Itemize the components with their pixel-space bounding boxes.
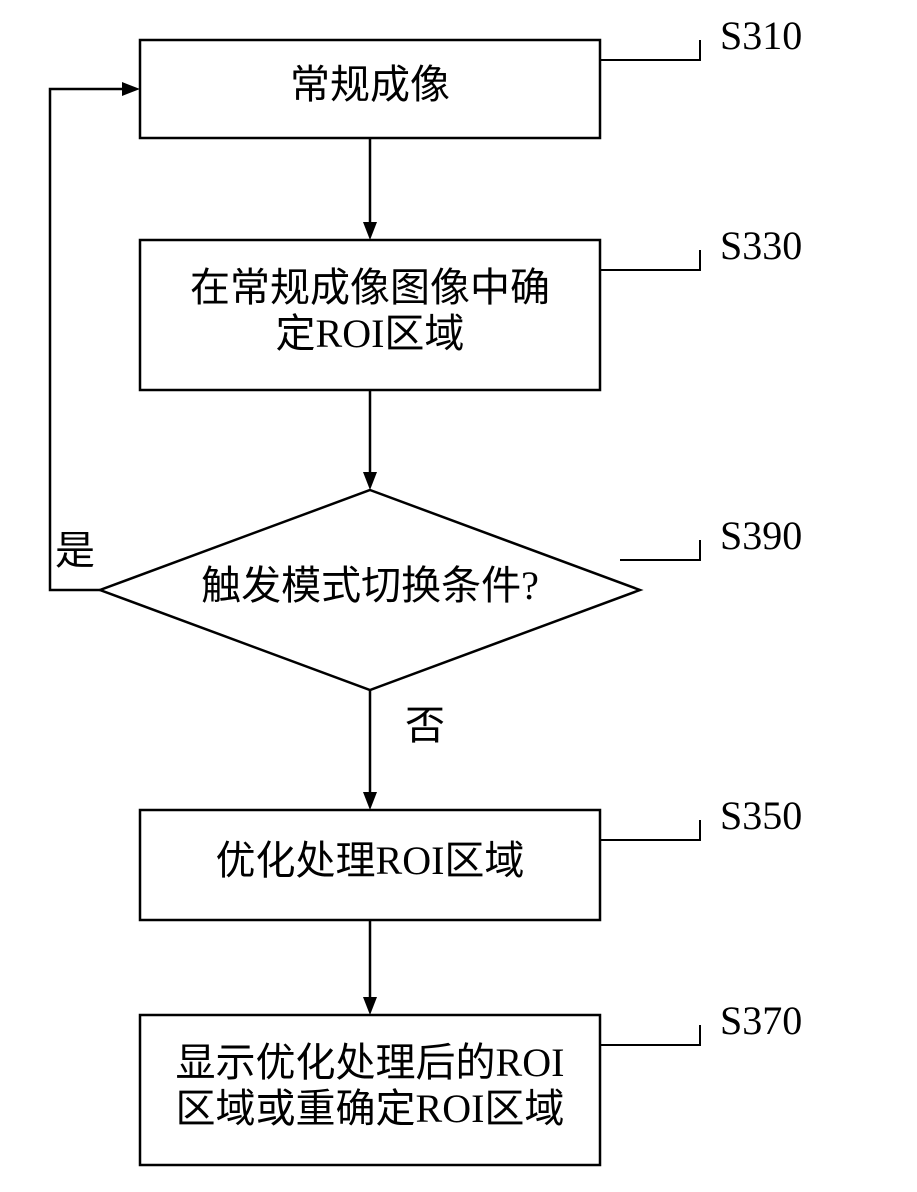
svg-text:优化处理ROI区域: 优化处理ROI区域 [216,838,525,883]
svg-text:S330: S330 [720,223,802,268]
svg-text:在常规成像图像中确: 在常规成像图像中确 [190,265,550,310]
svg-text:常规成像: 常规成像 [290,62,450,107]
svg-text:显示优化处理后的ROI: 显示优化处理后的ROI [176,1040,565,1085]
svg-text:S370: S370 [720,998,802,1043]
svg-text:S310: S310 [720,13,802,58]
svg-text:S390: S390 [720,513,802,558]
svg-text:否: 否 [405,703,445,748]
svg-text:S350: S350 [720,793,802,838]
svg-text:是: 是 [55,528,95,573]
svg-text:区域或重确定ROI区域: 区域或重确定ROI区域 [176,1086,565,1131]
svg-text:定ROI区域: 定ROI区域 [276,311,465,356]
svg-text:触发模式切换条件?: 触发模式切换条件? [201,563,539,608]
